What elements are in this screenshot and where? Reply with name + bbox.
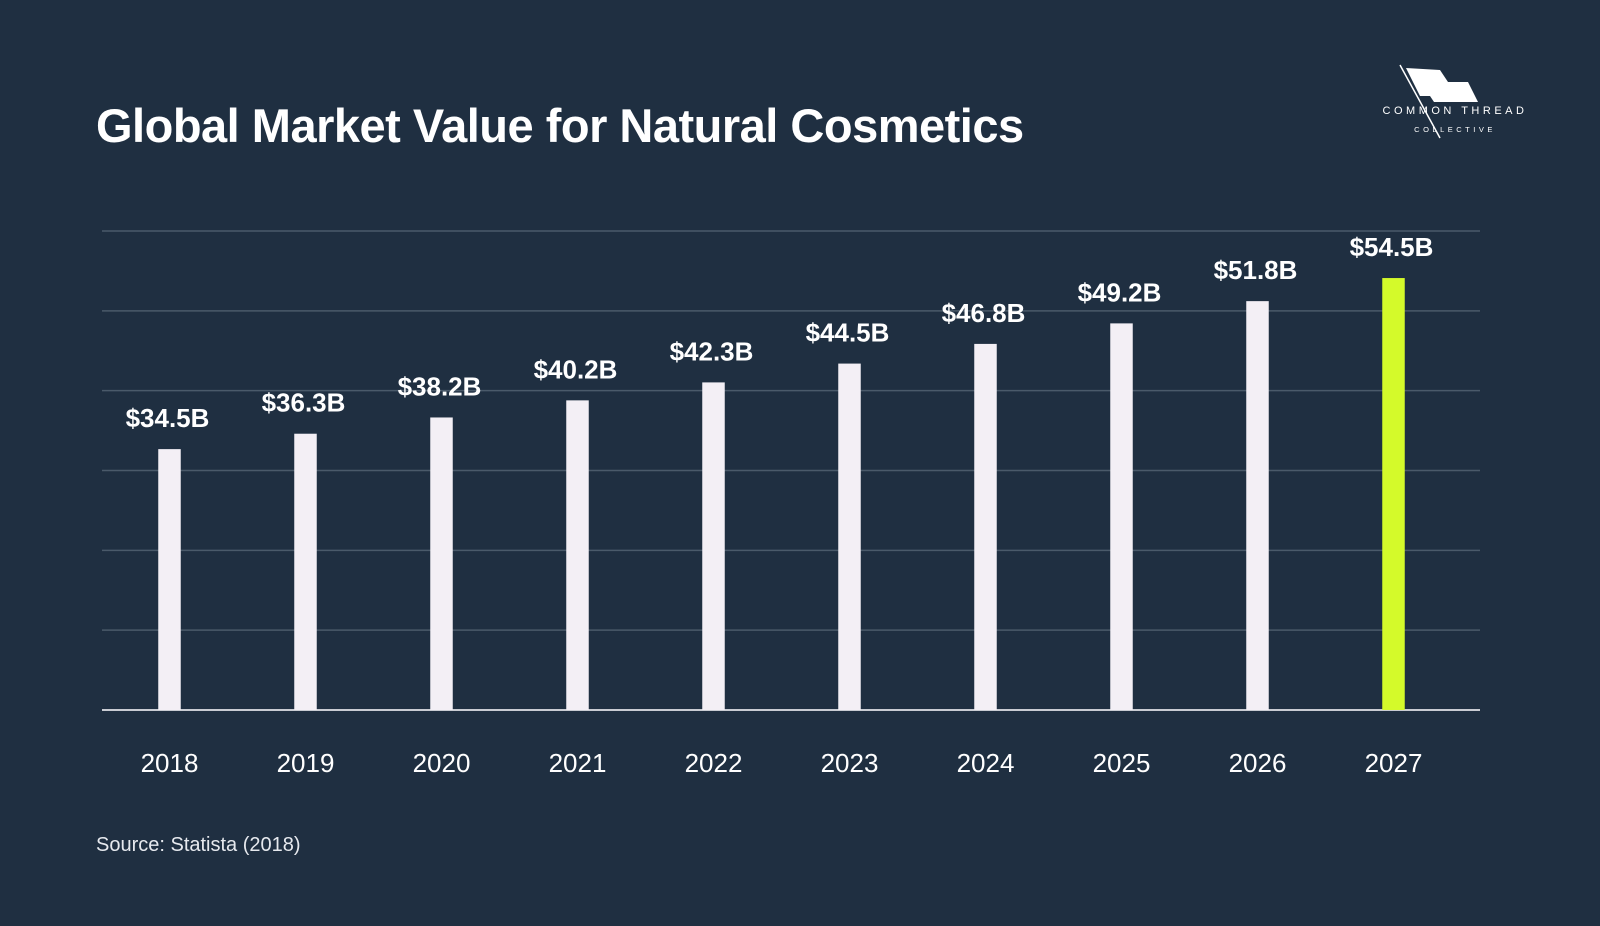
data-label-2019: $36.3B [262, 388, 346, 418]
bar-2025 [1110, 323, 1133, 710]
bar-2021 [566, 400, 589, 710]
bar-2018 [158, 449, 181, 710]
flag-needle-icon [1399, 64, 1478, 139]
bar-2024 [974, 343, 997, 710]
data-label-2024: $46.8B [942, 298, 1026, 328]
x-tick-label-2022: 2022 [685, 748, 743, 778]
bar-2026 [1246, 301, 1269, 710]
x-tick-label-2024: 2024 [957, 748, 1015, 778]
logo-line2: COLLECTIVE [1414, 125, 1496, 134]
x-tick-label-2026: 2026 [1229, 748, 1287, 778]
x-tick-label-2018: 2018 [141, 748, 199, 778]
bar-2019 [294, 433, 317, 710]
logo-line1: COMMON THREAD [1383, 105, 1528, 117]
data-label-2022: $42.3B [670, 336, 754, 366]
x-tick-label-2020: 2020 [413, 748, 471, 778]
x-tick-label-2023: 2023 [821, 748, 879, 778]
bar-2027 [1382, 278, 1405, 710]
data-label-2020: $38.2B [398, 371, 482, 401]
data-label-2023: $44.5B [806, 318, 890, 348]
data-label-2026: $51.8B [1214, 255, 1298, 285]
bar-2020 [430, 417, 453, 710]
x-tick-label-2027: 2027 [1365, 748, 1423, 778]
common-thread-logo: COMMON THREAD COLLECTIVE [1383, 64, 1528, 139]
x-tick-label-2019: 2019 [277, 748, 335, 778]
bar-2022 [702, 382, 725, 710]
data-label-2018: $34.5B [126, 403, 210, 433]
source-note: Source: Statista (2018) [96, 834, 301, 856]
bar-2023 [838, 363, 861, 710]
data-label-2025: $49.2B [1078, 277, 1162, 307]
data-label-2021: $40.2B [534, 354, 618, 384]
x-tick-label-2021: 2021 [549, 748, 607, 778]
data-label-2027: $54.5B [1350, 232, 1434, 262]
x-tick-label-2025: 2025 [1093, 748, 1151, 778]
chart-title: Global Market Value for Natural Cosmetic… [96, 99, 1024, 152]
